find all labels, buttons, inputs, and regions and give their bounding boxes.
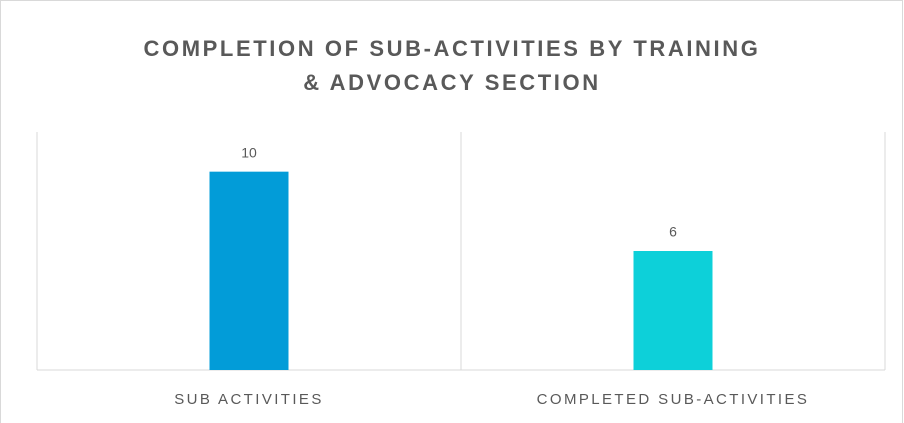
x-tick-label: COMPLETED SUB-ACTIVITIES [537,391,810,408]
data-label: 6 [669,224,677,240]
x-tick-label: SUB ACTIVITIES [174,391,323,408]
bar [633,251,713,370]
data-label: 10 [241,144,257,160]
bar [209,171,289,370]
chart-title: COMPLETION OF SUB-ACTIVITIES BY TRAINING… [143,36,761,95]
